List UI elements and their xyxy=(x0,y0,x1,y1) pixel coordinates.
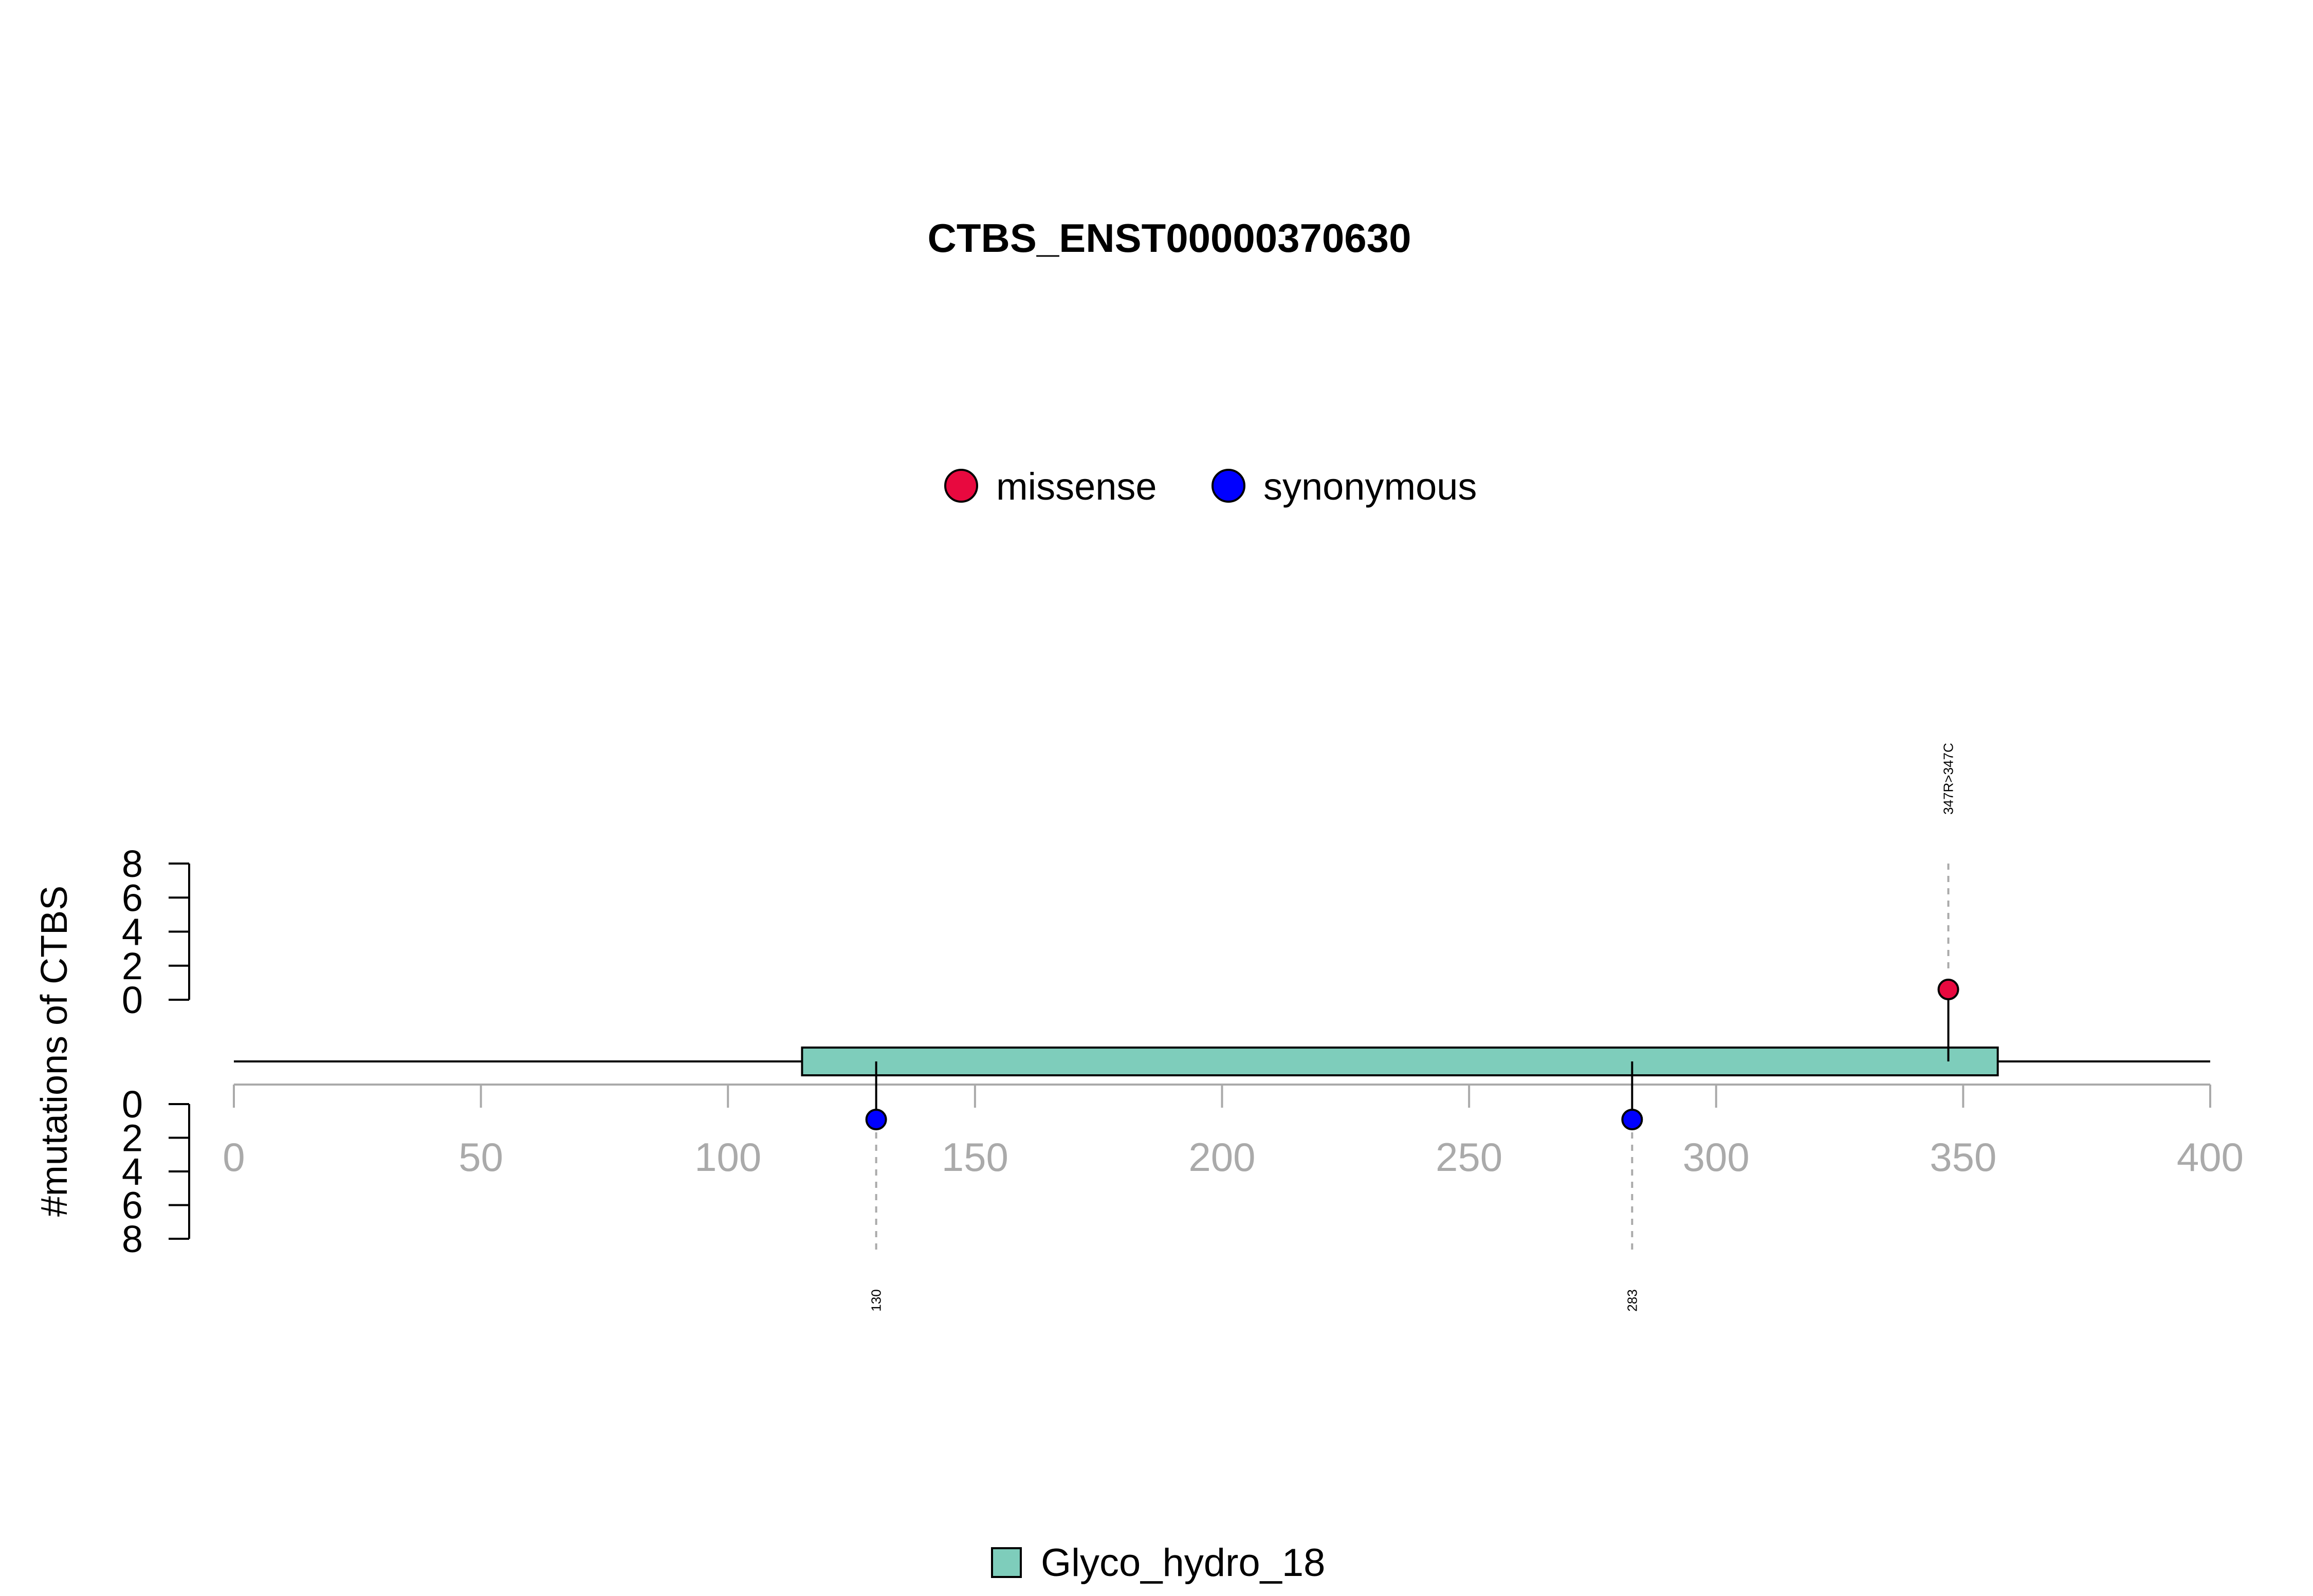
y-tick-label-lower: 2 xyxy=(122,1117,143,1160)
mutation-label: 130 xyxy=(869,1289,884,1311)
y-tick-label-upper: 4 xyxy=(122,911,143,953)
y-tick-label-upper: 8 xyxy=(122,842,143,885)
x-tick-label: 0 xyxy=(223,1134,245,1180)
legend-label-synonymous: synonymous xyxy=(1263,465,1477,508)
y-axis-label: #mutations of CTBS xyxy=(34,886,75,1217)
x-tick-label: 200 xyxy=(1188,1134,1255,1180)
x-tick-label: 100 xyxy=(694,1134,761,1180)
legend-marker-missense xyxy=(944,469,978,503)
mutation-label: 347R>347C xyxy=(1941,743,1956,815)
legend-swatch-Glyco_hydro_18 xyxy=(991,1547,1022,1578)
legend-label-Glyco_hydro_18: Glyco_hydro_18 xyxy=(1041,1541,1325,1585)
mutation-130: 130 xyxy=(865,1061,887,1312)
x-tick-label: 150 xyxy=(942,1134,1008,1180)
mutation-283: 283 xyxy=(1621,1061,1643,1312)
y-tick-label-lower: 4 xyxy=(122,1150,143,1193)
domain-Glyco_hydro_18 xyxy=(801,1047,1999,1076)
legend-label-missense: missense xyxy=(996,465,1157,508)
x-tick-label: 350 xyxy=(1930,1134,1996,1180)
y-tick-label-upper: 2 xyxy=(122,945,143,987)
domain-layer xyxy=(801,1047,1999,1076)
y-tick-label-lower: 8 xyxy=(122,1218,143,1260)
legend-bottom: Glyco_hydro_18 xyxy=(991,1541,1325,1585)
mutation-point xyxy=(865,1109,887,1130)
legend-top: missense synonymous xyxy=(944,465,1477,508)
x-tick-label: 250 xyxy=(1436,1134,1502,1180)
mutation-point xyxy=(1937,979,1959,1000)
x-tick-label: 400 xyxy=(2177,1134,2244,1180)
mutation-point xyxy=(1621,1109,1643,1130)
mutation-layer: 347R>347C 130 283 xyxy=(865,743,1959,1312)
x-tick-label: 300 xyxy=(1683,1134,1750,1180)
y-tick-label-upper: 6 xyxy=(122,876,143,919)
chart-title: CTBS_ENST00000370630 xyxy=(928,215,1411,261)
legend-marker-synonymous xyxy=(1211,469,1245,503)
x-axis: 0 50 100 150 200 250 300 350 400 xyxy=(223,1084,2244,1180)
x-tick-label: 50 xyxy=(458,1134,503,1180)
y-tick-label-lower: 0 xyxy=(122,1083,143,1126)
y-tick-label-lower: 6 xyxy=(122,1184,143,1227)
y-tick-label-upper: 0 xyxy=(122,979,143,1021)
mutation-347: 347R>347C xyxy=(1937,743,1959,1061)
mutation-label: 283 xyxy=(1624,1289,1640,1311)
